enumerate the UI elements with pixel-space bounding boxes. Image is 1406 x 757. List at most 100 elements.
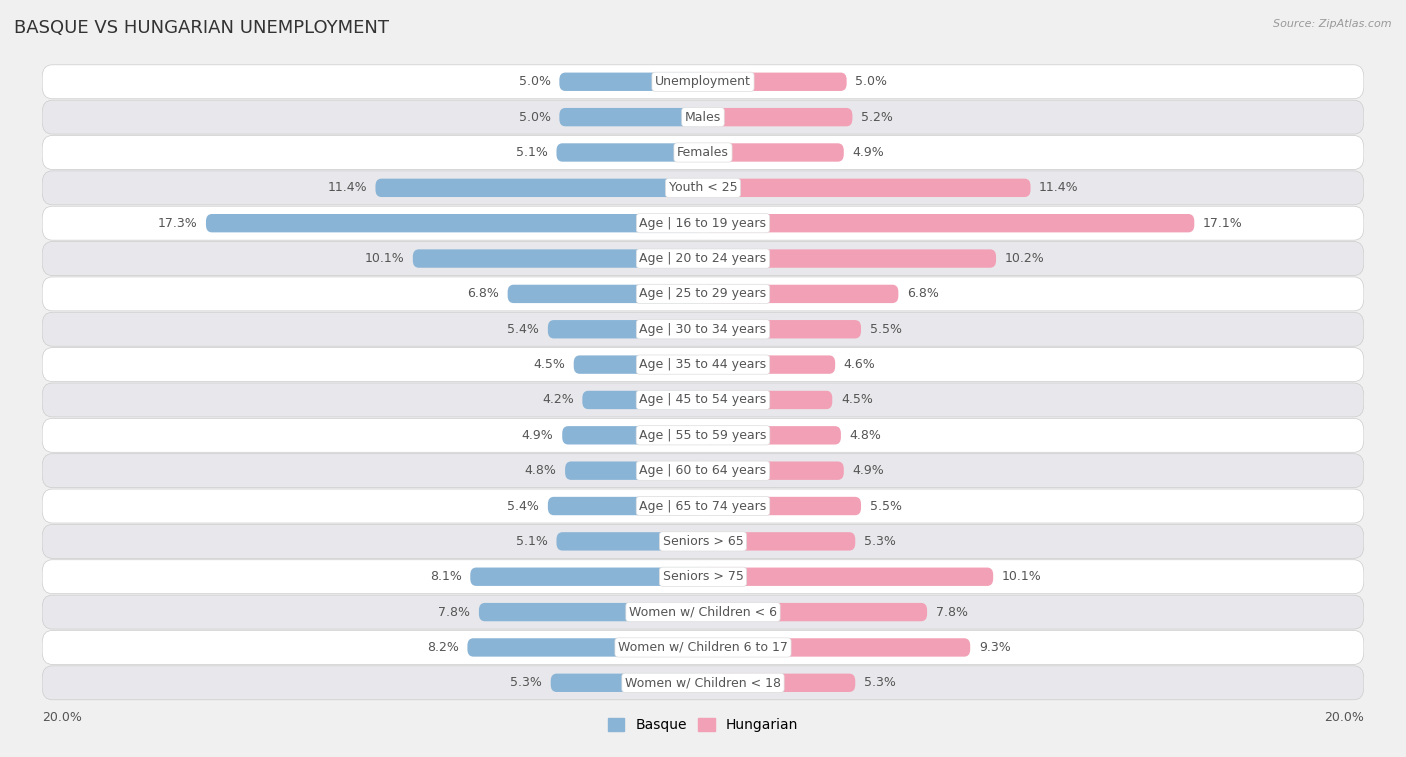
Text: 10.1%: 10.1%: [1002, 570, 1042, 583]
FancyBboxPatch shape: [703, 391, 832, 409]
FancyBboxPatch shape: [703, 285, 898, 303]
Text: Age | 16 to 19 years: Age | 16 to 19 years: [640, 217, 766, 229]
FancyBboxPatch shape: [703, 320, 860, 338]
Text: 4.5%: 4.5%: [533, 358, 565, 371]
Text: 5.5%: 5.5%: [870, 500, 901, 512]
FancyBboxPatch shape: [42, 65, 1364, 98]
Text: 5.0%: 5.0%: [519, 75, 551, 89]
FancyBboxPatch shape: [42, 631, 1364, 665]
Text: Age | 25 to 29 years: Age | 25 to 29 years: [640, 288, 766, 301]
Text: 5.3%: 5.3%: [863, 535, 896, 548]
Text: 4.8%: 4.8%: [849, 428, 882, 442]
FancyBboxPatch shape: [42, 383, 1364, 417]
Text: Seniors > 75: Seniors > 75: [662, 570, 744, 583]
FancyBboxPatch shape: [703, 462, 844, 480]
FancyBboxPatch shape: [703, 249, 995, 268]
Text: Females: Females: [678, 146, 728, 159]
Text: 6.8%: 6.8%: [467, 288, 499, 301]
FancyBboxPatch shape: [42, 241, 1364, 276]
FancyBboxPatch shape: [42, 100, 1364, 134]
FancyBboxPatch shape: [413, 249, 703, 268]
Text: 7.8%: 7.8%: [936, 606, 967, 618]
FancyBboxPatch shape: [42, 136, 1364, 170]
FancyBboxPatch shape: [42, 666, 1364, 699]
Text: Males: Males: [685, 111, 721, 123]
Text: 20.0%: 20.0%: [42, 711, 82, 724]
Text: 5.0%: 5.0%: [855, 75, 887, 89]
FancyBboxPatch shape: [42, 525, 1364, 559]
FancyBboxPatch shape: [703, 179, 1031, 197]
FancyBboxPatch shape: [42, 559, 1364, 593]
Text: 5.3%: 5.3%: [510, 676, 543, 690]
FancyBboxPatch shape: [42, 419, 1364, 452]
Text: Seniors > 65: Seniors > 65: [662, 535, 744, 548]
Text: Age | 30 to 34 years: Age | 30 to 34 years: [640, 322, 766, 336]
Text: Women w/ Children < 18: Women w/ Children < 18: [626, 676, 780, 690]
FancyBboxPatch shape: [565, 462, 703, 480]
Text: 5.4%: 5.4%: [508, 500, 540, 512]
FancyBboxPatch shape: [557, 143, 703, 162]
Text: Source: ZipAtlas.com: Source: ZipAtlas.com: [1274, 19, 1392, 29]
FancyBboxPatch shape: [703, 108, 852, 126]
FancyBboxPatch shape: [548, 497, 703, 516]
FancyBboxPatch shape: [42, 277, 1364, 311]
Text: Unemployment: Unemployment: [655, 75, 751, 89]
FancyBboxPatch shape: [703, 426, 841, 444]
FancyBboxPatch shape: [467, 638, 703, 656]
FancyBboxPatch shape: [560, 108, 703, 126]
Text: 20.0%: 20.0%: [1324, 711, 1364, 724]
FancyBboxPatch shape: [703, 143, 844, 162]
Text: 17.1%: 17.1%: [1204, 217, 1243, 229]
Text: 4.2%: 4.2%: [541, 394, 574, 407]
FancyBboxPatch shape: [703, 214, 1194, 232]
Text: 11.4%: 11.4%: [1039, 182, 1078, 195]
FancyBboxPatch shape: [470, 568, 703, 586]
FancyBboxPatch shape: [375, 179, 703, 197]
FancyBboxPatch shape: [560, 73, 703, 91]
Text: 5.1%: 5.1%: [516, 535, 548, 548]
Text: 11.4%: 11.4%: [328, 182, 367, 195]
Text: 4.6%: 4.6%: [844, 358, 876, 371]
FancyBboxPatch shape: [574, 356, 703, 374]
Text: Age | 65 to 74 years: Age | 65 to 74 years: [640, 500, 766, 512]
FancyBboxPatch shape: [42, 595, 1364, 629]
FancyBboxPatch shape: [508, 285, 703, 303]
FancyBboxPatch shape: [703, 568, 993, 586]
FancyBboxPatch shape: [42, 171, 1364, 205]
Text: BASQUE VS HUNGARIAN UNEMPLOYMENT: BASQUE VS HUNGARIAN UNEMPLOYMENT: [14, 19, 389, 37]
Text: 4.9%: 4.9%: [852, 464, 884, 477]
Text: Women w/ Children < 6: Women w/ Children < 6: [628, 606, 778, 618]
Text: 4.8%: 4.8%: [524, 464, 557, 477]
FancyBboxPatch shape: [551, 674, 703, 692]
FancyBboxPatch shape: [42, 453, 1364, 488]
FancyBboxPatch shape: [703, 674, 855, 692]
FancyBboxPatch shape: [479, 603, 703, 621]
Text: Age | 45 to 54 years: Age | 45 to 54 years: [640, 394, 766, 407]
Text: 5.3%: 5.3%: [863, 676, 896, 690]
Text: Youth < 25: Youth < 25: [669, 182, 737, 195]
Text: Age | 60 to 64 years: Age | 60 to 64 years: [640, 464, 766, 477]
Text: 5.1%: 5.1%: [516, 146, 548, 159]
Text: 4.9%: 4.9%: [852, 146, 884, 159]
Text: 6.8%: 6.8%: [907, 288, 939, 301]
Text: 8.2%: 8.2%: [427, 641, 458, 654]
Text: 5.0%: 5.0%: [519, 111, 551, 123]
FancyBboxPatch shape: [42, 206, 1364, 240]
Text: 10.2%: 10.2%: [1005, 252, 1045, 265]
FancyBboxPatch shape: [42, 489, 1364, 523]
FancyBboxPatch shape: [42, 347, 1364, 382]
Text: Age | 35 to 44 years: Age | 35 to 44 years: [640, 358, 766, 371]
FancyBboxPatch shape: [703, 356, 835, 374]
FancyBboxPatch shape: [42, 313, 1364, 346]
FancyBboxPatch shape: [548, 320, 703, 338]
Text: 8.1%: 8.1%: [430, 570, 461, 583]
Text: 7.8%: 7.8%: [439, 606, 470, 618]
FancyBboxPatch shape: [703, 73, 846, 91]
FancyBboxPatch shape: [582, 391, 703, 409]
FancyBboxPatch shape: [562, 426, 703, 444]
FancyBboxPatch shape: [703, 497, 860, 516]
Text: Age | 55 to 59 years: Age | 55 to 59 years: [640, 428, 766, 442]
Text: 17.3%: 17.3%: [157, 217, 197, 229]
FancyBboxPatch shape: [557, 532, 703, 550]
FancyBboxPatch shape: [703, 532, 855, 550]
